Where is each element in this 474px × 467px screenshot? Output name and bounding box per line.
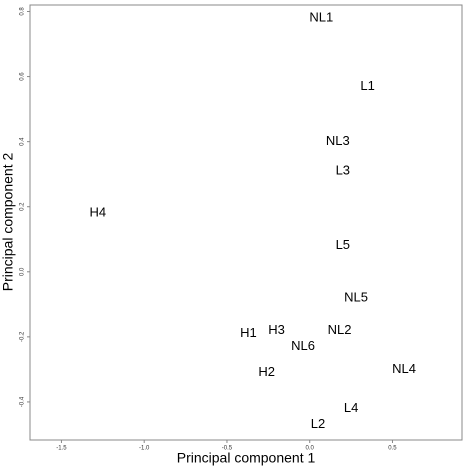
y-tick-label: -0.4 bbox=[20, 396, 26, 407]
y-tick-label: 0.4 bbox=[20, 137, 26, 146]
point-label: NL5 bbox=[344, 289, 368, 304]
y-tick-label: 0.8 bbox=[20, 7, 26, 16]
x-tick-label: 0.0 bbox=[306, 446, 315, 452]
plot-border bbox=[29, 4, 463, 441]
x-tick-label: -0.5 bbox=[222, 446, 233, 452]
point-label: H3 bbox=[268, 322, 285, 337]
point-label: NL6 bbox=[291, 338, 315, 353]
point-label: L2 bbox=[311, 416, 325, 431]
point-label: NL2 bbox=[328, 322, 352, 337]
y-tick-label: 0.2 bbox=[20, 202, 26, 211]
y-axis-title: Principal component 2 bbox=[0, 153, 16, 292]
point-label: NL1 bbox=[309, 9, 333, 24]
y-tick-label: 0.6 bbox=[20, 72, 26, 81]
point-label: H2 bbox=[258, 364, 275, 379]
point-label: NL4 bbox=[392, 361, 416, 376]
y-tick-label: 0.0 bbox=[20, 267, 26, 276]
point-label: L3 bbox=[336, 162, 350, 177]
point-label: L4 bbox=[344, 400, 358, 415]
x-tick-label: -1.0 bbox=[139, 446, 150, 452]
point-label: NL3 bbox=[326, 133, 350, 148]
x-tick-label: 0.5 bbox=[388, 446, 397, 452]
x-axis-title: Principal component 1 bbox=[177, 450, 316, 466]
y-tick-label: -0.2 bbox=[20, 331, 26, 342]
point-label: L5 bbox=[336, 237, 350, 252]
x-tick-label: -1.5 bbox=[56, 446, 67, 452]
point-label: L1 bbox=[360, 78, 374, 93]
point-label: H1 bbox=[240, 325, 257, 340]
point-label: H4 bbox=[90, 205, 107, 220]
